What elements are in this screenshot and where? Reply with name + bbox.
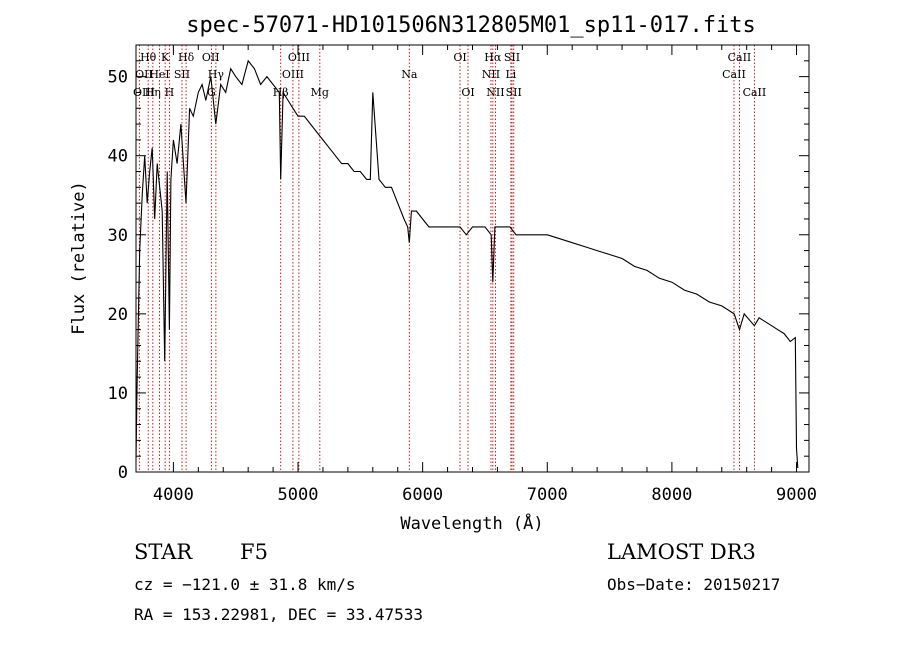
line-label: Na — [401, 68, 418, 81]
x-tick-label: 4000 — [153, 485, 194, 505]
line-label: NII — [486, 86, 504, 99]
line-label: G — [207, 86, 216, 99]
obs-date: Obs−Date: 20150217 — [607, 575, 781, 594]
line-label: OII — [202, 51, 220, 64]
line-markers — [138, 45, 755, 472]
chart-title: spec-57071-HD101506N312805M01_sp11-017.f… — [186, 13, 756, 38]
x-tick-label: 5000 — [278, 485, 319, 505]
line-label: H — [165, 86, 175, 99]
survey-name: LAMOST DR3 — [607, 540, 756, 564]
plot-frame — [135, 44, 810, 473]
x-tick-label: 6000 — [402, 485, 443, 505]
line-label: OI — [461, 86, 474, 99]
x-axis-label: Wavelength (Å) — [400, 512, 543, 534]
subclass: F5 — [240, 540, 268, 564]
object-type: STAR — [134, 540, 193, 564]
line-label: CaII — [743, 86, 767, 99]
y-axis: 0 10 20 30 40 50 — [108, 44, 809, 483]
y-tick-label: 0 — [118, 463, 128, 483]
line-label: Mg — [311, 86, 329, 99]
spectrum-line — [135, 59, 799, 469]
y-tick-label: 50 — [108, 68, 128, 88]
y-tick-label: 20 — [108, 305, 128, 325]
y-tick-label: 30 — [108, 226, 128, 246]
line-label: OI — [453, 51, 466, 64]
redshift-cz: cz = −121.0 ± 31.8 km/s — [134, 575, 356, 594]
line-label: OIII — [282, 68, 304, 81]
line-label: SII — [506, 86, 522, 99]
y-axis-label: Flux (relative) — [69, 181, 89, 335]
line-label: CaII — [728, 51, 752, 64]
line-label: Hγ — [208, 68, 225, 81]
line-label: SII — [174, 68, 190, 81]
x-tick-label: 8000 — [651, 485, 692, 505]
y-tick-label: 10 — [108, 384, 128, 404]
line-label: Hη — [145, 86, 161, 99]
line-label: OII — [135, 68, 153, 81]
line-label: OIII — [133, 86, 155, 99]
line-label: NII — [482, 68, 500, 81]
line-label: K — [161, 51, 170, 64]
line-label: Hδ — [178, 51, 195, 64]
line-label: OIII — [288, 51, 310, 64]
line-label: Hθ — [140, 51, 157, 64]
line-label: SII — [504, 51, 520, 64]
line-label: CaII — [722, 68, 746, 81]
line-label: Li — [505, 68, 516, 81]
coordinates: RA = 153.22981, DEC = 33.47533 — [134, 605, 423, 624]
line-label: HeI — [149, 68, 169, 81]
x-axis: 4000 5000 6000 7000 8000 9000 — [153, 45, 817, 505]
y-tick-label: 40 — [108, 147, 128, 167]
x-tick-label: 9000 — [776, 485, 817, 505]
line-label: Hα — [484, 51, 502, 64]
x-tick-label: 7000 — [527, 485, 568, 505]
